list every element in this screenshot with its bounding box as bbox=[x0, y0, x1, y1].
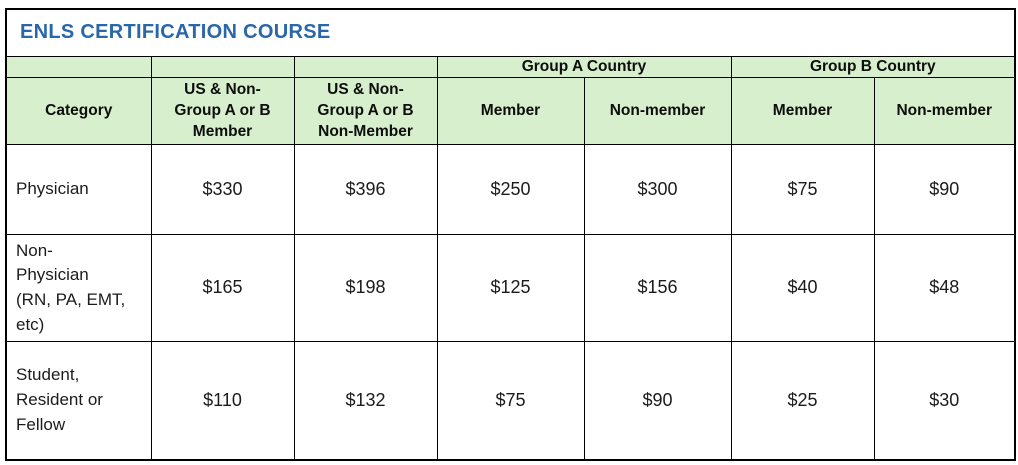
column-header-us-nonmember: US & Non- Group A or B Non-Member bbox=[293, 76, 438, 145]
price-cell: $48 bbox=[873, 233, 1016, 343]
group-header-row: Group A Country Group B Country bbox=[5, 55, 1016, 78]
table-row-physician: Physician $330 $396 $250 $300 $75 $90 bbox=[5, 143, 1016, 235]
column-header-group-a-nonmember: Non-member bbox=[583, 76, 732, 145]
group-b-country-header: Group B Country bbox=[730, 55, 1016, 78]
table-row-non-physician: Non- Physician (RN, PA, EMT, etc) $165 $… bbox=[5, 233, 1016, 343]
category-label: Student, Resident or Fellow bbox=[5, 341, 152, 461]
price-cell: $156 bbox=[583, 233, 732, 343]
category-label: Physician bbox=[5, 143, 152, 235]
price-cell: $165 bbox=[150, 233, 295, 343]
spacer-cell-category bbox=[5, 55, 152, 78]
enls-pricing-table: ENLS CERTIFICATION COURSE Group A Countr… bbox=[5, 8, 1017, 461]
group-a-country-header: Group A Country bbox=[436, 55, 732, 78]
column-header-row: Category US & Non- Group A or B Member U… bbox=[5, 76, 1016, 145]
column-header-group-b-member: Member bbox=[730, 76, 875, 145]
price-cell: $110 bbox=[150, 341, 295, 461]
price-cell: $330 bbox=[150, 143, 295, 235]
column-header-group-b-nonmember: Non-member bbox=[873, 76, 1016, 145]
price-cell: $30 bbox=[873, 341, 1016, 461]
title-row: ENLS CERTIFICATION COURSE bbox=[5, 8, 1016, 57]
price-cell: $198 bbox=[293, 233, 438, 343]
price-cell: $90 bbox=[583, 341, 732, 461]
price-cell: $75 bbox=[730, 143, 875, 235]
column-header-category: Category bbox=[5, 76, 152, 145]
category-label: Non- Physician (RN, PA, EMT, etc) bbox=[5, 233, 152, 343]
price-cell: $25 bbox=[730, 341, 875, 461]
price-cell: $396 bbox=[293, 143, 438, 235]
price-cell: $300 bbox=[583, 143, 732, 235]
spacer-cell-us-member bbox=[150, 55, 295, 78]
column-header-us-member: US & Non- Group A or B Member bbox=[150, 76, 295, 145]
spacer-cell-us-nonmember bbox=[293, 55, 438, 78]
pricing-sheet: ENLS CERTIFICATION COURSE Group A Countr… bbox=[5, 8, 1017, 461]
price-cell: $250 bbox=[436, 143, 585, 235]
page-title: ENLS CERTIFICATION COURSE bbox=[5, 8, 1016, 57]
price-cell: $40 bbox=[730, 233, 875, 343]
table-row-student-resident-fellow: Student, Resident or Fellow $110 $132 $7… bbox=[5, 341, 1016, 461]
price-cell: $75 bbox=[436, 341, 585, 461]
column-header-group-a-member: Member bbox=[436, 76, 585, 145]
price-cell: $125 bbox=[436, 233, 585, 343]
price-cell: $90 bbox=[873, 143, 1016, 235]
price-cell: $132 bbox=[293, 341, 438, 461]
